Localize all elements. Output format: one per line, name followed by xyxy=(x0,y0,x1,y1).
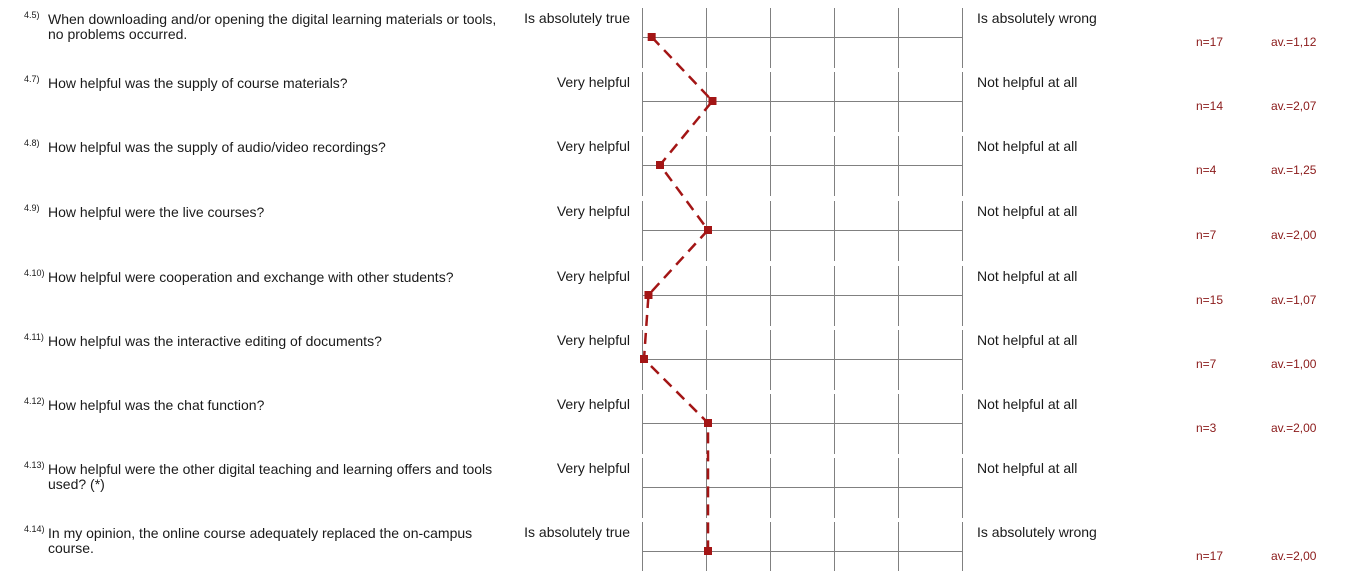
item-left-pole: Is absolutely true xyxy=(524,10,630,26)
item-left-pole: Very helpful xyxy=(556,74,630,90)
item-left-pole: Is absolutely true xyxy=(524,524,630,540)
item-number: 4.14) xyxy=(24,524,45,534)
profile-point xyxy=(704,226,712,234)
profile-point xyxy=(644,291,653,299)
item-row: 4.14) In my opinion, the online course ad… xyxy=(0,524,1345,584)
item-average: av.=1,12 xyxy=(1271,35,1317,49)
profile-point xyxy=(704,547,712,555)
profile-point xyxy=(708,97,717,105)
item-average: av.=2,00 xyxy=(1271,549,1317,563)
item-left-pole: Very helpful xyxy=(556,396,630,412)
item-n: n=17 xyxy=(1196,35,1224,49)
item-right-pole: Not helpful at all xyxy=(977,138,1078,154)
item-row: 4.10) How helpful were cooperation and ex… xyxy=(0,268,1345,328)
profile-line xyxy=(642,36,715,551)
item-number: 4.8) xyxy=(24,138,40,148)
item-right-pole: Is absolutely wrong xyxy=(977,524,1097,540)
item-left-pole: Very helpful xyxy=(556,332,630,348)
item-left-pole: Very helpful xyxy=(556,268,630,284)
item-number: 4.7) xyxy=(24,74,40,84)
item-question: In my opinion, the online course adequat… xyxy=(48,525,473,556)
item-left-pole: Very helpful xyxy=(556,203,630,219)
item-right-pole: Not helpful at all xyxy=(977,332,1078,348)
item-row: 4.12) How helpful was the chat function? V… xyxy=(0,396,1345,456)
item-average: av.=1,07 xyxy=(1271,293,1317,307)
item-n: n=14 xyxy=(1196,99,1224,113)
item-average: av.=2,00 xyxy=(1271,421,1317,435)
item-average: av.=1,25 xyxy=(1271,163,1317,177)
item-n: n=7 xyxy=(1196,357,1217,371)
item-question: How helpful were the live courses? xyxy=(48,204,265,220)
profile-point xyxy=(704,419,712,427)
profile-point xyxy=(640,355,648,363)
profile-point xyxy=(647,33,656,41)
item-row: 4.7) How helpful was the supply of course… xyxy=(0,74,1345,134)
item-right-pole: Not helpful at all xyxy=(977,460,1078,476)
item-average: av.=2,07 xyxy=(1271,99,1317,113)
item-average: av.=2,00 xyxy=(1271,228,1317,242)
item-row: 4.11) How helpful was the interactive edi… xyxy=(0,332,1345,392)
item-question: How helpful were the other digital teach… xyxy=(48,461,493,492)
item-number: 4.12) xyxy=(24,396,45,406)
item-average: av.=1,00 xyxy=(1271,357,1317,371)
item-left-pole: Very helpful xyxy=(556,460,630,476)
item-number: 4.10) xyxy=(24,268,45,278)
item-number: 4.13) xyxy=(24,460,45,470)
profile-rows: 4.5) When downloading and/or opening the … xyxy=(0,10,1345,563)
item-right-pole: Is absolutely wrong xyxy=(977,10,1097,26)
item-right-pole: Not helpful at all xyxy=(977,203,1078,219)
item-row: 4.8) How helpful was the supply of audio/… xyxy=(0,138,1345,198)
item-question: How helpful was the supply of course mat… xyxy=(48,75,348,91)
item-question: How helpful were cooperation and exchang… xyxy=(48,269,454,285)
item-question: How helpful was the chat function? xyxy=(48,397,265,413)
item-right-pole: Not helpful at all xyxy=(977,268,1078,284)
item-row: 4.5) When downloading and/or opening the … xyxy=(0,10,1345,70)
item-n: n=4 xyxy=(1196,163,1217,177)
item-right-pole: Not helpful at all xyxy=(977,396,1078,412)
item-number: 4.5) xyxy=(24,10,40,20)
item-right-pole: Not helpful at all xyxy=(977,74,1078,90)
item-question: How helpful was the interactive editing … xyxy=(48,333,382,349)
item-question: How helpful was the supply of audio/vide… xyxy=(48,139,386,155)
item-n: n=17 xyxy=(1196,549,1224,563)
item-n: n=3 xyxy=(1196,421,1217,435)
item-number: 4.9) xyxy=(24,203,40,213)
item-n: n=7 xyxy=(1196,228,1217,242)
profile-line-chart xyxy=(640,8,963,571)
item-question: When downloading and/or opening the digi… xyxy=(48,11,497,42)
item-row: 4.9) How helpful were the live courses? Ve… xyxy=(0,203,1345,263)
item-row: 4.13) How helpful were the other digital … xyxy=(0,460,1345,520)
profile-point xyxy=(656,161,664,169)
item-n: n=15 xyxy=(1196,293,1224,307)
item-number: 4.11) xyxy=(24,332,44,342)
item-left-pole: Very helpful xyxy=(556,138,630,154)
